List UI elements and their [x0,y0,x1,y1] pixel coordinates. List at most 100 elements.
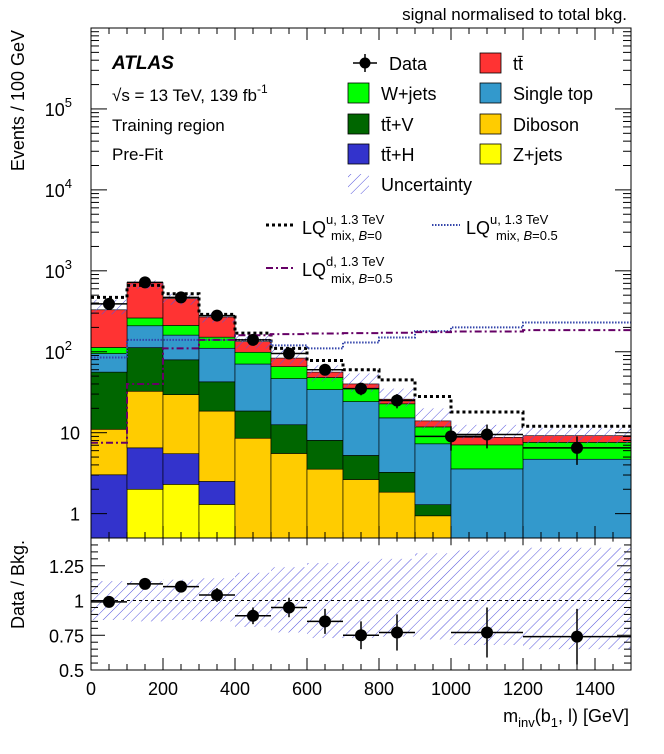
data-point-9 [415,426,487,451]
bar-tth-1 [126,447,164,490]
bar-diboson-1 [126,390,164,449]
stacked-histogram [91,282,631,538]
bar-ttbar-0 [91,309,128,348]
data-point-8 [379,394,415,409]
signal-curves [91,283,631,444]
ratio-point-2 [163,580,199,593]
bar-diboson-4 [234,437,272,538]
bar-diboson-8 [378,491,416,538]
ytick-label-1: 10 [60,424,80,444]
bar-tth-0 [91,474,128,538]
atlas-label: ATLAS [111,53,174,74]
axis-ticks [90,28,632,671]
xtick-label-6: 1200 [503,679,543,699]
svg-text:LQd, 1.3 TeV: LQd, 1.3 TeV [302,254,385,280]
data-marker-7 [355,382,367,395]
svg-text:mix, B=0.5: mix, B=0.5 [496,228,558,243]
ratio-point-3 [199,588,235,602]
data-marker-8 [391,394,403,407]
ytick-label-3: 103 [45,257,72,282]
bar-singletop-8 [378,417,416,473]
ratio-point-0 [91,595,127,608]
bar-ttv-5 [270,424,308,454]
svg-text:tt̄+H: tt̄+H [381,145,415,165]
bar-tth-3 [198,481,236,505]
bar-zjets-2 [162,484,200,538]
legend-entry-lq-u-b0: LQu, 1.3 TeV mix, B=0 [266,212,385,243]
data-point-11 [523,436,631,465]
bar-wjets-4 [234,351,272,365]
bar-singletop-7 [342,401,380,456]
top-note: signal normalised to total bkg. [402,5,627,24]
ratio-point-6 [307,608,343,634]
ratio-ytick-label-1: 0.75 [49,626,84,646]
svg-text:Diboson: Diboson [513,115,579,135]
data-point-5 [271,347,307,360]
bar-ttv-0 [91,371,128,430]
bar-wjets-2 [162,325,200,336]
legend-entry-zjets: Z+jets [479,143,563,165]
tick-labels: 0 200 400 600 800 1000 1200 1400 1 10 102 103 104 105… [45,95,615,699]
bar-singletop-5 [270,378,308,426]
ratio-marker-4 [247,609,259,622]
data-marker-10 [481,428,493,441]
ratio-ytick-label-0: 0.5 [59,661,84,681]
legend-entry-wjets: W+jets [347,82,437,104]
svg-text:tt̄+V: tt̄+V [381,115,414,135]
ratio-marker-10 [571,630,583,643]
data-marker-9 [445,430,457,443]
ratio-marker-2 [175,580,187,593]
svg-text:mix, B=0.5: mix, B=0.5 [331,271,393,286]
data-point-0 [91,297,127,310]
ratio-marker-5 [283,601,295,614]
legend-entry-diboson: Diboson [479,113,579,135]
legend-entry-tth: tt̄+H [347,143,415,165]
legend-entry-singletop: Single top [479,82,593,104]
uncertainty-bin-7 [343,373,379,392]
ytick-label-5: 105 [45,95,72,120]
bar-ttv-2 [162,359,200,395]
ratio-point-9 [451,607,523,658]
svg-text:LQu, 1.3 TeV: LQu, 1.3 TeV [466,212,549,238]
bar-wjets-3 [198,336,236,349]
ratio-point-7 [343,621,379,650]
bar-singletop-4 [234,363,272,412]
bar-singletop-1 [126,325,164,348]
bar-wjets-5 [270,366,308,379]
ytick-label-4: 104 [45,176,72,201]
xtick-label-1: 200 [148,679,178,699]
ratio-point-5 [271,597,307,618]
bar-wjets-10 [450,444,524,470]
bar-ttv-7 [342,455,380,480]
bar-singletop-6 [306,389,344,441]
xtick-label-4: 800 [364,679,394,699]
xtick-label-0: 0 [86,679,96,699]
signal-lq_u_b05 [91,321,631,359]
legend: Data tt̄ W+jets Single top tt̄+V Diboson… [266,52,593,286]
ratio-band-bin-9 [415,553,451,640]
data-point-7 [343,382,379,396]
svg-text:Data: Data [389,54,428,74]
bar-singletop-3 [198,347,236,383]
region-label: Training region [112,116,225,135]
data-marker-4 [247,333,259,346]
svg-text:W+jets: W+jets [381,84,437,104]
bar-diboson-7 [342,479,380,538]
svg-text:LQu, 1.3 TeV: LQu, 1.3 TeV [302,212,385,238]
bar-ttv-6 [306,440,344,470]
data-point-10 [451,424,523,449]
bar-wjets-1 [126,317,164,327]
xtick-label-3: 600 [292,679,322,699]
uncertainty-bin-11 [523,427,631,445]
fit-label: Pre-Fit [112,145,163,164]
ratio-point-10 [523,608,631,665]
uncertainty-bin-9 [415,408,451,430]
bar-diboson-6 [306,468,344,538]
svg-text:Uncertainty: Uncertainty [381,175,472,195]
bar-singletop-10 [450,468,524,538]
bar-singletop-11 [522,458,631,538]
bar-ttv-4 [234,410,272,439]
bar-tth-2 [162,453,200,485]
